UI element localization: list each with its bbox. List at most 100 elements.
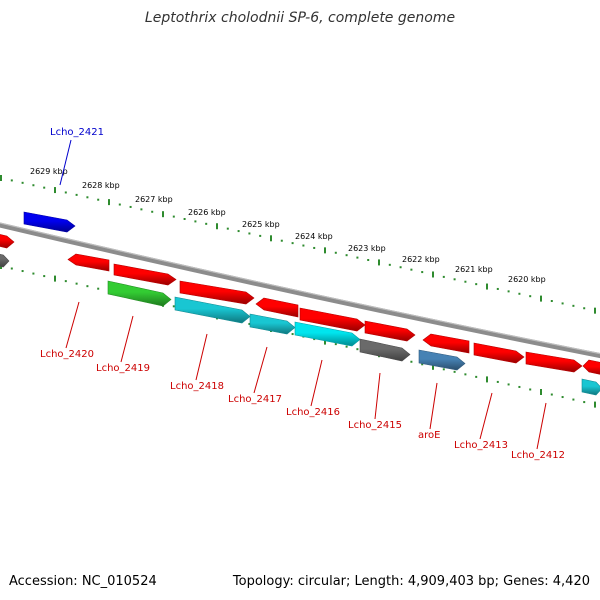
accession-label: Accession: NC_010524 xyxy=(9,574,157,589)
gene-arrow-red xyxy=(525,351,583,373)
outer-scale-tick xyxy=(356,256,359,259)
backbone-track xyxy=(0,222,600,359)
inner-scale-tick xyxy=(10,267,13,270)
gene-label: Lcho_2413 xyxy=(454,440,508,451)
outer-scale-tick xyxy=(583,307,586,310)
gene-arrow-red xyxy=(364,320,416,342)
gene-label: Lcho_2416 xyxy=(286,407,340,418)
scale-label: 2624 kbp xyxy=(295,232,333,241)
gene-label: aroE xyxy=(418,430,440,441)
scale-label: 2628 kbp xyxy=(82,181,120,190)
outer-scale-tick xyxy=(270,235,272,242)
outer-scale-tick xyxy=(86,196,89,199)
outer-scale-tick xyxy=(313,246,316,249)
outer-scale-tick xyxy=(410,268,413,271)
gene-arrow-aroe xyxy=(418,349,466,371)
outer-scale-tick xyxy=(529,295,532,298)
outer-scale-tick xyxy=(194,220,197,223)
outer-scale-tick xyxy=(291,242,294,245)
inner-scale-tick xyxy=(345,345,348,348)
gene-leader-line xyxy=(59,139,72,186)
outer-scale-tick xyxy=(75,193,78,196)
outer-scale-tick xyxy=(10,179,13,182)
outer-scale-tick xyxy=(108,199,110,206)
inner-scale-tick xyxy=(291,333,294,336)
gene-arrow-lcho-2418 xyxy=(174,296,251,324)
outer-scale-tick xyxy=(507,290,510,293)
outer-scale-tick xyxy=(43,186,46,189)
gene-leader-line xyxy=(479,392,493,440)
outer-scale-tick xyxy=(248,232,251,235)
outer-scale-tick xyxy=(259,234,262,237)
gene-arrow-lcho-2415 xyxy=(359,338,411,362)
inner-scale-tick xyxy=(496,380,499,383)
gene-arrow-red xyxy=(422,333,470,354)
gene-label: Lcho_2417 xyxy=(228,394,282,405)
inner-scale-tick xyxy=(550,393,553,396)
outer-scale-tick xyxy=(475,283,478,286)
inner-scale-tick xyxy=(410,360,413,363)
gene-label: Lcho_2418 xyxy=(170,381,224,392)
outer-scale-tick xyxy=(550,300,553,303)
gene-arrow-red xyxy=(473,342,525,364)
gene-leader-line xyxy=(429,382,438,430)
outer-scale-tick xyxy=(540,295,542,302)
outer-scale-tick xyxy=(151,210,154,213)
inner-scale-tick xyxy=(561,396,564,399)
gene-leader-line xyxy=(195,333,208,381)
inner-scale-tick xyxy=(594,401,596,408)
outer-scale-tick xyxy=(399,266,402,269)
gene-leader-line xyxy=(253,346,268,394)
inner-scale-tick xyxy=(421,363,424,366)
scale-label: 2621 kbp xyxy=(455,265,493,274)
inner-scale-tick xyxy=(64,280,67,283)
outer-scale-tick xyxy=(572,304,575,307)
gene-arrow-red xyxy=(255,297,299,318)
scale-label: 2627 kbp xyxy=(135,195,173,204)
inner-scale-tick xyxy=(86,285,89,288)
gene-arrow-lcho-2421 xyxy=(23,211,76,233)
genome-summary-label: Topology: circular; Length: 4,909,403 bp… xyxy=(232,574,590,589)
gene-arrow-partial-grey xyxy=(0,253,10,268)
inner-scale-tick xyxy=(21,270,24,273)
outer-scale-tick xyxy=(183,218,186,221)
outer-scale-tick xyxy=(345,254,348,257)
gene-arrow-lcho-2416 xyxy=(294,321,361,347)
gene-arrow-red xyxy=(113,263,177,286)
scale-label: 2623 kbp xyxy=(348,244,386,253)
gene-arrow-red xyxy=(299,307,366,332)
outer-scale-tick xyxy=(162,211,164,218)
inner-scale-tick xyxy=(43,275,46,278)
outer-scale-tick xyxy=(464,280,467,283)
outer-scale-tick xyxy=(324,247,326,254)
outer-scale-tick xyxy=(486,283,488,290)
gene-leader-line xyxy=(536,402,547,450)
gene-leader-line xyxy=(120,315,134,363)
inner-scale-tick xyxy=(464,373,467,376)
outer-scale-tick xyxy=(421,271,424,274)
inner-scale-tick xyxy=(529,388,532,391)
gene-leader-line xyxy=(65,301,80,349)
gene-leader-line xyxy=(310,359,323,407)
inner-scale-tick xyxy=(172,305,175,308)
outer-scale-tick xyxy=(496,287,499,290)
outer-scale-tick xyxy=(32,184,35,187)
scale-label: 2626 kbp xyxy=(188,208,226,217)
outer-scale-tick xyxy=(140,208,143,211)
inner-scale-tick xyxy=(75,282,78,285)
outer-scale-tick xyxy=(388,263,391,266)
outer-scale-tick xyxy=(518,292,521,295)
inner-scale-tick xyxy=(248,322,251,325)
gene-arrow-lcho-2417 xyxy=(249,313,296,335)
inner-scale-tick xyxy=(432,363,434,370)
inner-scale-tick xyxy=(583,401,586,404)
outer-scale-tick xyxy=(302,244,305,247)
outer-scale-tick xyxy=(205,222,208,225)
scale-label: 2622 kbp xyxy=(402,255,440,264)
outer-scale-tick xyxy=(216,223,218,230)
gene-arrow-red xyxy=(179,280,255,305)
gene-arrow-lcho-2419 xyxy=(107,280,172,307)
outer-scale-tick xyxy=(97,198,100,201)
